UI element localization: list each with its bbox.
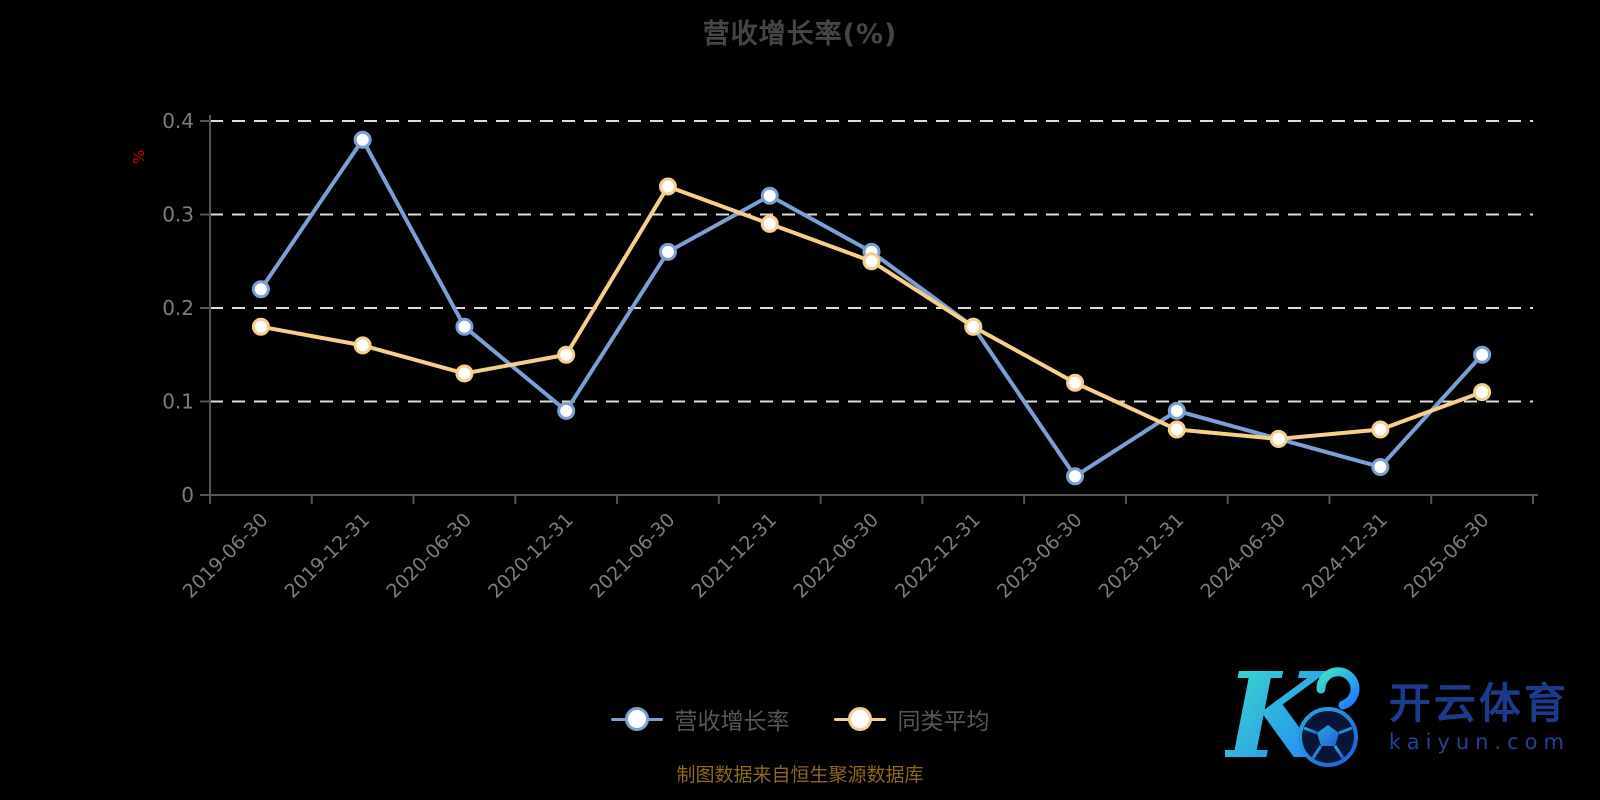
svg-text:2020-06-30: 2020-06-30 — [382, 509, 476, 603]
svg-text:2019-12-31: 2019-12-31 — [281, 509, 375, 603]
svg-text:2024-06-30: 2024-06-30 — [1196, 509, 1290, 603]
gridlines — [210, 120, 1533, 403]
legend-dot-revenue-growth — [624, 707, 649, 731]
svg-text:2024-12-31: 2024-12-31 — [1298, 509, 1392, 603]
svg-text:2022-12-31: 2022-12-31 — [891, 509, 985, 603]
svg-text:2023-06-30: 2023-06-30 — [993, 509, 1087, 603]
series-line-peer-average — [251, 177, 1492, 448]
legend-item-revenue-growth[interactable]: 营收增长率 — [610, 702, 790, 736]
svg-text:2019-06-30: 2019-06-30 — [179, 509, 273, 603]
legend-dot-peer-average — [847, 707, 872, 731]
data-source-caption: 制图数据来自恒生聚源数据库 — [676, 764, 924, 786]
svg-text:2021-12-31: 2021-12-31 — [688, 509, 782, 603]
legend-marker-revenue-growth — [610, 707, 663, 731]
svg-text:2020-12-31: 2020-12-31 — [484, 509, 578, 603]
watermark-brand-text: 开云体育 — [1388, 679, 1569, 729]
kaiyun-logo-icon: K — [1225, 655, 1360, 780]
svg-text:0.1: 0.1 — [162, 390, 194, 414]
legend-item-peer-average[interactable]: 同类平均 — [833, 702, 990, 736]
chart-legend: 营收增长率 同类平均 — [0, 702, 1600, 736]
svg-text:0.3: 0.3 — [162, 203, 194, 227]
svg-text:0.4: 0.4 — [162, 109, 194, 133]
kaiyun-watermark: K 开云体育 kaiyun.com — [1225, 655, 1570, 780]
svg-text:2023-12-31: 2023-12-31 — [1095, 509, 1189, 603]
chart-title: 营收增长率(%) — [702, 19, 898, 50]
axes — [200, 115, 1538, 504]
chart-canvas: 0 0.1 0.2 0.3 0.4 2019-06-30 2019-12-31 2020-06… — [162, 109, 1538, 603]
legend-label-revenue-growth: 营收增长率 — [674, 709, 790, 735]
svg-text:0: 0 — [181, 483, 194, 507]
x-axis-labels: 2019-06-30 2019-12-31 2020-06-30 2020-12-31… — [179, 509, 1494, 603]
legend-marker-peer-average — [833, 707, 886, 731]
legend-label-peer-average: 同类平均 — [897, 709, 990, 735]
svg-text:2025-06-30: 2025-06-30 — [1400, 509, 1494, 603]
svg-text:2022-06-30: 2022-06-30 — [789, 509, 883, 603]
watermark-domain-text: kaiyun.com — [1388, 729, 1570, 754]
y-axis-labels: 0 0.1 0.2 0.3 0.4 — [162, 109, 194, 507]
svg-text:0.2: 0.2 — [162, 296, 194, 320]
svg-text:2021-06-30: 2021-06-30 — [586, 509, 680, 603]
